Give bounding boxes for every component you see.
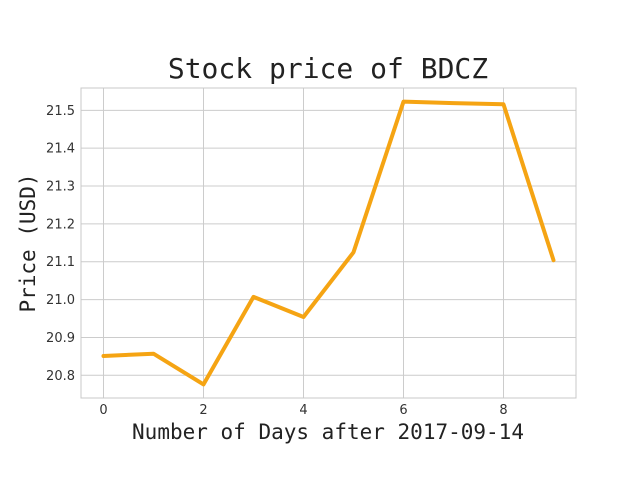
- y-tick-labels: 20.8 20.9 21.0 21.1 21.2 21.3 21.4 21.5: [46, 104, 75, 384]
- x-tick-labels: 0 2 4 6 8: [99, 403, 507, 418]
- x-axis-label: Number of Days after 2017-09-14: [132, 420, 524, 444]
- chart-title: Stock price of BDCZ: [168, 52, 488, 85]
- x-tick-label: 0: [99, 403, 107, 418]
- y-tick-label: 21.0: [46, 293, 75, 308]
- plot-frame: [80, 87, 577, 399]
- series-line-price: [101, 99, 556, 387]
- y-tick-label: 20.8: [46, 369, 75, 384]
- y-axis-label: Price (USD): [16, 173, 40, 312]
- y-tick-label: 21.3: [46, 180, 75, 195]
- x-tick-label: 8: [499, 403, 507, 418]
- x-tick-label: 2: [199, 403, 207, 418]
- y-tick-label: 21.1: [46, 255, 75, 270]
- x-tick-label: 6: [399, 403, 407, 418]
- y-tick-label: 21.4: [46, 142, 75, 157]
- grid-lines: [81, 88, 576, 398]
- y-tick-label: 21.5: [46, 104, 75, 119]
- y-tick-label: 21.2: [46, 217, 75, 232]
- x-tick-label: 4: [299, 403, 307, 418]
- y-tick-label: 20.9: [46, 331, 75, 346]
